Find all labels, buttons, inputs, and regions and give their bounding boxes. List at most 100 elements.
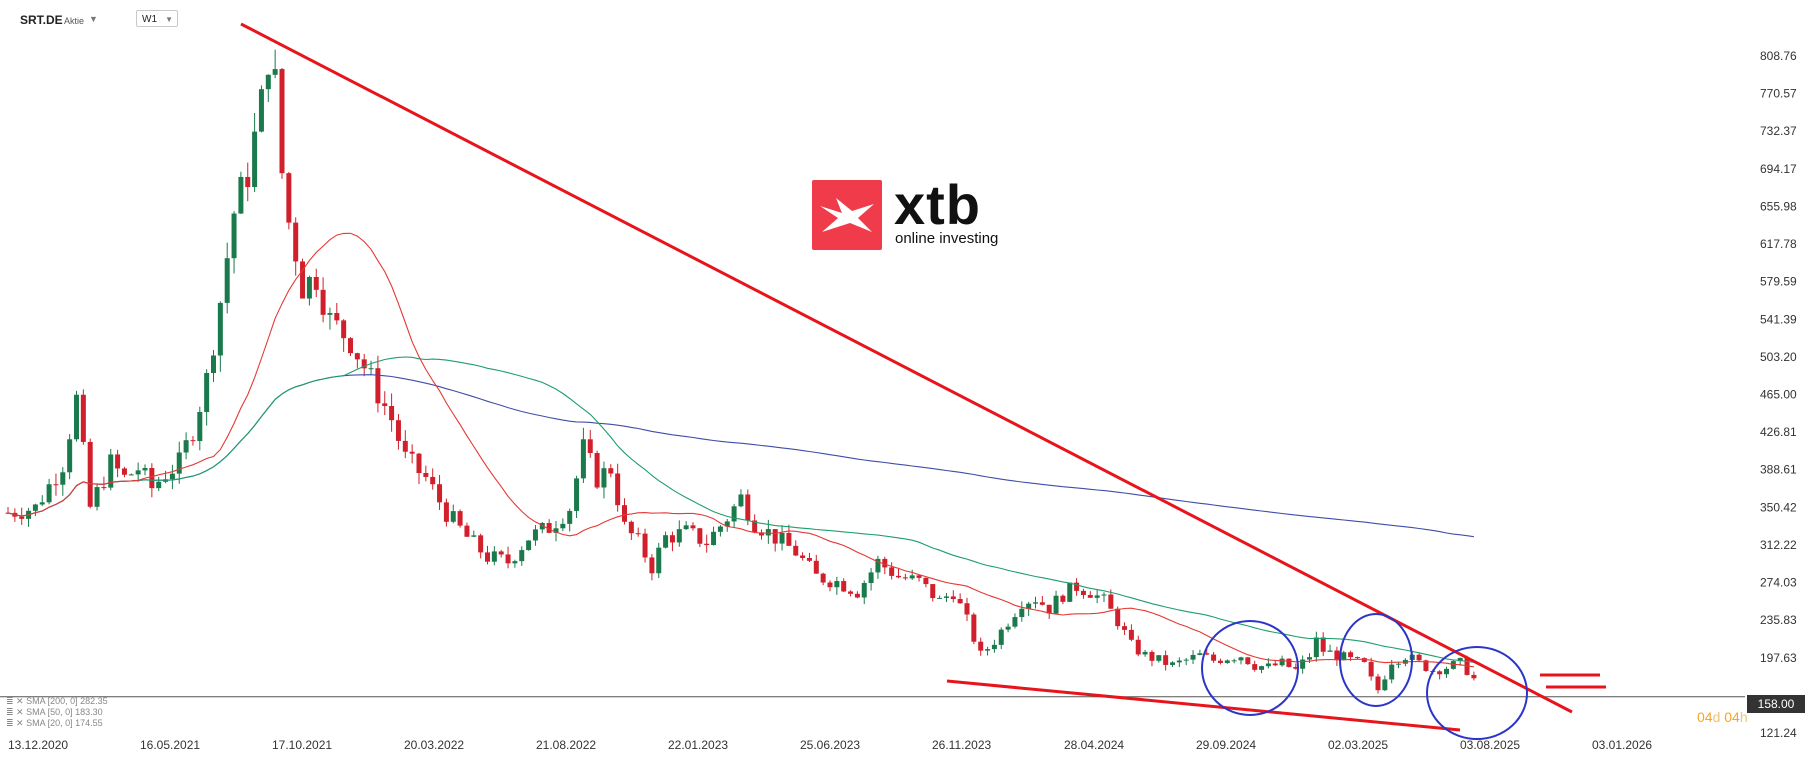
candle-body	[19, 516, 25, 519]
candle-body	[1108, 594, 1114, 609]
legend-item-sma50[interactable]: ≣ ✕ SMA [50, 0] 183.30	[6, 707, 103, 717]
candle-body	[265, 74, 271, 90]
candle-body	[882, 558, 888, 568]
candle-body	[1272, 663, 1278, 666]
candle-body	[738, 494, 744, 507]
candle-body	[238, 176, 244, 214]
candle-body	[690, 525, 696, 529]
y-tick-label: 388.61	[1760, 463, 1797, 477]
candle-body	[1156, 655, 1162, 661]
candle-body	[663, 535, 669, 548]
candle-body	[532, 529, 538, 541]
candle-body	[567, 510, 573, 524]
timeframe-select[interactable]: W1 ▼	[136, 10, 178, 27]
candle-body	[115, 454, 121, 469]
candle-body	[704, 543, 710, 546]
candle-body	[1307, 657, 1312, 660]
candle-body	[443, 502, 449, 522]
candle-body	[1074, 582, 1080, 591]
candle-body	[759, 532, 764, 536]
candle-body	[1019, 608, 1025, 618]
candle-body	[622, 505, 627, 522]
candle-body	[1190, 654, 1196, 660]
candle-body	[1170, 662, 1175, 665]
candle-body	[560, 523, 566, 529]
legend-item-sma20[interactable]: ≣ ✕ SMA [20, 0] 174.55	[6, 718, 103, 728]
candle-body	[320, 289, 326, 315]
candle-body	[875, 558, 881, 573]
y-tick-label: 197.63	[1760, 651, 1797, 665]
candle-body	[389, 406, 395, 421]
candle-body	[526, 540, 532, 551]
candle-body	[128, 474, 134, 476]
candle-body	[642, 533, 648, 558]
highlight-circle	[1426, 646, 1528, 740]
candle-body	[772, 529, 778, 544]
candle-body	[1293, 666, 1299, 669]
candle-body	[1046, 604, 1052, 614]
candle-body	[724, 521, 730, 527]
candle-body	[923, 577, 929, 585]
candle-body	[300, 261, 306, 299]
candle-body	[1348, 652, 1354, 658]
candle-body	[1354, 657, 1360, 659]
candle-body	[971, 614, 977, 642]
candle-body	[1135, 639, 1141, 655]
candle-body	[1163, 655, 1169, 665]
candle-body	[1149, 651, 1155, 661]
candle-body	[1450, 661, 1456, 669]
candle-body	[601, 468, 607, 488]
x-tick-label: 03.01.2026	[1592, 738, 1652, 752]
candle-body	[978, 641, 984, 651]
candle-body	[231, 213, 237, 259]
candle-body	[334, 313, 340, 321]
highlight-circle	[1339, 613, 1413, 707]
candle-body	[279, 69, 285, 174]
candle-body	[957, 599, 963, 604]
sma-line-20	[7, 232, 1474, 668]
highlight-circle	[1201, 620, 1299, 716]
x-tick-label: 13.12.2020	[8, 738, 68, 752]
candle-body	[848, 591, 854, 594]
candle-body	[121, 468, 127, 475]
candle-body	[1039, 602, 1045, 605]
y-tick-label: 579.59	[1760, 275, 1797, 289]
candle-body	[519, 550, 525, 562]
candle-body	[409, 451, 415, 454]
candle-body	[615, 473, 621, 506]
candle-body	[909, 575, 915, 579]
candle-body	[464, 525, 470, 537]
candle-body	[101, 487, 107, 489]
candle-body	[697, 528, 703, 544]
x-tick-label: 26.11.2023	[932, 738, 991, 752]
candle-body	[491, 551, 497, 562]
candle-body	[416, 453, 422, 473]
candle-body	[731, 506, 737, 522]
timeframe-value: W1	[142, 14, 157, 25]
candle-body	[341, 320, 347, 339]
candle-body	[245, 176, 251, 188]
candle-body	[1286, 658, 1292, 667]
candle-body	[505, 554, 511, 564]
y-tick-label: 808.76	[1760, 49, 1797, 63]
trendline-resistance	[240, 22, 1573, 714]
candle-body	[1122, 626, 1128, 630]
candle-body	[1060, 595, 1066, 602]
legend-item-sma200[interactable]: ≣ ✕ SMA [200, 0] 282.35	[6, 696, 108, 706]
x-tick-label: 16.05.2021	[140, 738, 200, 752]
candle-body	[361, 359, 367, 369]
xtb-logo-tagline: online investing	[895, 230, 999, 247]
candle-body	[902, 577, 908, 579]
symbol-name[interactable]: SRT.DE	[20, 13, 63, 27]
candle-body	[156, 481, 162, 489]
candle-body	[149, 467, 155, 489]
chart-toolbar: SRT.DE Aktie ▼ W1 ▼	[0, 0, 1815, 34]
candle-body	[964, 603, 970, 615]
candle-body	[861, 583, 867, 598]
symbol-dropdown-icon[interactable]: ▼	[89, 14, 98, 24]
candle-body	[553, 528, 559, 533]
candle-body	[546, 522, 552, 533]
candle-body	[60, 472, 66, 485]
